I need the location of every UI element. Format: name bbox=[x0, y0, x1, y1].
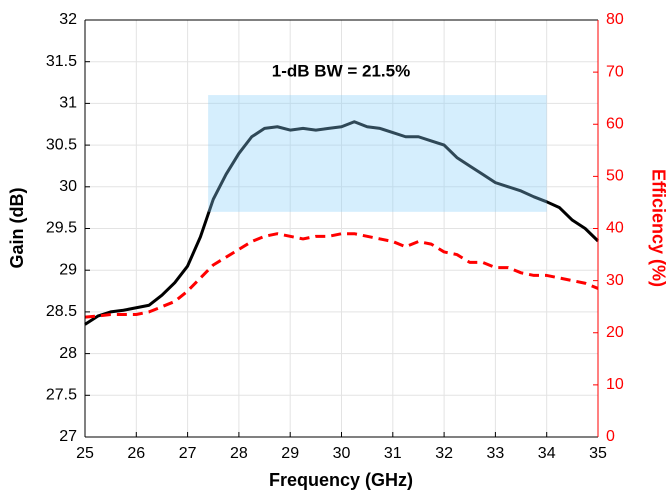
y-tick-label: 32 bbox=[59, 11, 77, 28]
y2-tick-label: 50 bbox=[606, 168, 624, 185]
x-tick-label: 35 bbox=[589, 445, 607, 462]
y-tick-label: 30.5 bbox=[46, 136, 77, 153]
x-tick-label: 29 bbox=[281, 445, 299, 462]
y2-tick-label: 80 bbox=[606, 11, 624, 28]
highlight-band bbox=[208, 95, 547, 212]
annotation: 1-dB BW = 21.5% bbox=[272, 61, 410, 80]
y-tick-label: 29.5 bbox=[46, 220, 77, 237]
y-tick-label: 28.5 bbox=[46, 303, 77, 320]
x-tick-label: 26 bbox=[127, 445, 145, 462]
y2-tick-label: 60 bbox=[606, 115, 624, 132]
x-tick-label: 28 bbox=[230, 445, 248, 462]
y2-tick-label: 70 bbox=[606, 63, 624, 80]
x-tick-label: 34 bbox=[538, 445, 556, 462]
x-tick-label: 31 bbox=[384, 445, 402, 462]
x-tick-label: 25 bbox=[76, 445, 94, 462]
y-tick-label: 29 bbox=[59, 261, 77, 278]
y-tick-label: 31 bbox=[59, 95, 77, 112]
y2-tick-label: 40 bbox=[606, 220, 624, 237]
y-tick-label: 28 bbox=[59, 345, 77, 362]
y2-tick-label: 30 bbox=[606, 272, 624, 289]
series-line bbox=[84, 120, 600, 326]
y-tick-label: 31.5 bbox=[46, 53, 77, 70]
axes: 25 26 27 28 29 30 31 32 33 34 35 27 27.5 28 28.5 29 29.5… bbox=[46, 11, 624, 462]
y2-tick-label: 10 bbox=[606, 376, 624, 393]
y-tick-label: 27.5 bbox=[46, 387, 77, 404]
plot bbox=[84, 95, 600, 326]
x-tick-label: 32 bbox=[435, 445, 453, 462]
y-axis-label: Gain (dB) bbox=[7, 188, 27, 269]
y2-axis-label: Efficiency (%) bbox=[648, 169, 667, 287]
x-tick-label: 30 bbox=[333, 445, 351, 462]
y2-tick-label: 20 bbox=[606, 324, 624, 341]
x-tick-label: 27 bbox=[179, 445, 197, 462]
y-tick-label: 27 bbox=[59, 428, 77, 445]
x-axis-label: Frequency (GHz) bbox=[269, 470, 413, 490]
series-line bbox=[84, 232, 599, 319]
y-tick-label: 30 bbox=[59, 178, 77, 195]
x-tick-label: 33 bbox=[487, 445, 505, 462]
y2-tick-label: 0 bbox=[606, 428, 615, 445]
